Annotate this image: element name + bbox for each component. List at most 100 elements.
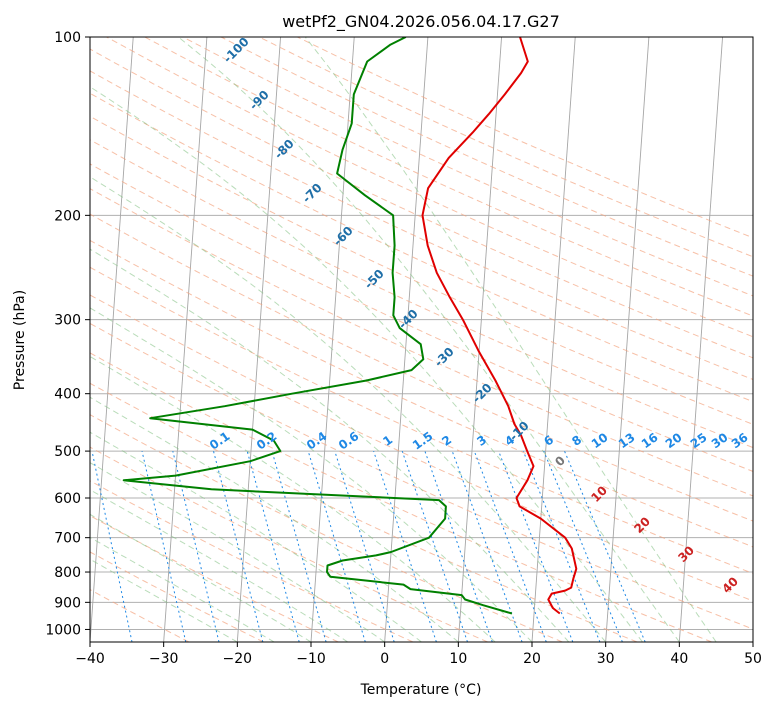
mixing-ratio-label: 6 xyxy=(541,433,556,449)
mixing-ratio-line xyxy=(498,450,574,642)
x-tick-label: 20 xyxy=(523,651,541,667)
moist-adiabat xyxy=(177,37,680,642)
plot-frame xyxy=(89,36,754,643)
isotherm-line xyxy=(605,37,650,642)
plot-clip-group xyxy=(90,37,753,642)
moist-adiabat xyxy=(90,536,275,642)
dry-adiabat xyxy=(90,70,753,381)
x-tick-label: 10 xyxy=(449,651,467,667)
isotherm-line xyxy=(384,37,429,642)
x-tick-label: −20 xyxy=(223,651,253,667)
dry-adiabat-label: -70 xyxy=(300,181,325,206)
isotherm-line xyxy=(531,37,576,642)
x-tick-label: 50 xyxy=(744,651,762,667)
moist-adiabat xyxy=(90,86,643,642)
y-tick-label: 300 xyxy=(54,313,81,329)
y-tick-label: 400 xyxy=(54,387,81,403)
isotherm-line xyxy=(457,37,503,642)
mixing-ratio-label: 3 xyxy=(474,433,489,449)
dry-adiabat xyxy=(90,163,753,472)
mixing-ratio-label: 2 xyxy=(439,433,454,449)
y-tick-label: 1000 xyxy=(45,622,81,638)
x-tick-label: 40 xyxy=(670,651,688,667)
mixing-ratio-label: 30 xyxy=(709,430,731,451)
dry-adiabat xyxy=(182,37,753,297)
moist-adiabat xyxy=(90,307,533,642)
axes: −40 −30 −20 −10 0 10 20 30 40 5010020030040050060… xyxy=(45,30,762,667)
moist-adiabat xyxy=(90,396,459,642)
mixing-ratio-line xyxy=(172,450,220,642)
isotherm-line xyxy=(236,37,282,642)
mixing-ratio-label: 1 xyxy=(380,433,395,449)
mixing-ratio-line xyxy=(271,450,327,642)
mixing-ratio-line xyxy=(424,450,493,642)
dry-adiabat-label: 40 xyxy=(719,574,741,596)
x-axis-title: Temperature (°C) xyxy=(360,682,482,698)
mixing-ratio-line xyxy=(543,450,623,642)
x-tick-label: −40 xyxy=(75,651,105,667)
isotherm-line xyxy=(678,37,724,642)
mixing-ratio-label: 36 xyxy=(729,430,751,451)
dry-adiabat xyxy=(90,139,753,449)
dry-adiabat xyxy=(106,37,753,338)
dry-adiabat xyxy=(90,92,753,403)
dry-adiabat-label: 10 xyxy=(588,483,610,505)
dry-adiabat-label: -20 xyxy=(470,381,495,406)
x-tick-label: 30 xyxy=(597,651,615,667)
moist-adiabat xyxy=(90,176,607,642)
chart-title: wetPf2_GN04.2026.056.04.17.G27 xyxy=(282,12,560,32)
mixing-ratio-label: 20 xyxy=(663,430,685,451)
mixing-ratio-line xyxy=(401,450,468,642)
y-tick-label: 700 xyxy=(54,531,81,547)
dry-adiabat xyxy=(90,266,753,575)
moist-adiabat xyxy=(90,489,349,642)
isotherm-line xyxy=(752,635,753,642)
dry-adiabat xyxy=(90,382,638,642)
mixing-ratio-line xyxy=(334,450,395,642)
moist-adiabat xyxy=(90,355,496,642)
dry-adiabat xyxy=(90,294,753,602)
y-tick-label: 500 xyxy=(54,444,81,460)
dewpoint-profile xyxy=(122,37,513,615)
mixing-ratio-line xyxy=(141,450,187,642)
x-tick-label: −10 xyxy=(296,651,326,667)
x-tick-label: 0 xyxy=(380,651,389,667)
y-tick-label: 900 xyxy=(54,595,81,611)
mixing-ratio-label: 1.5 xyxy=(410,429,435,453)
y-tick-label: 600 xyxy=(54,491,81,507)
dry-adiabat-label: 30 xyxy=(675,543,697,565)
y-tick-label: 100 xyxy=(54,30,81,46)
dry-adiabat xyxy=(144,37,753,317)
mixing-ratio-line xyxy=(213,450,264,642)
mixing-ratio-line xyxy=(522,450,601,642)
x-tick-label: −30 xyxy=(149,651,179,667)
y-tick-label: 800 xyxy=(54,565,81,581)
dry-adiabat-label: 20 xyxy=(631,514,653,536)
mixing-ratio-line xyxy=(564,450,646,642)
dry-adiabat xyxy=(90,115,753,425)
mixing-ratio-label: 0.1 xyxy=(207,429,232,453)
moist-adiabat xyxy=(90,558,238,642)
dry-adiabat xyxy=(90,213,753,522)
dry-adiabat xyxy=(90,48,753,359)
moist-adiabat xyxy=(304,37,717,642)
temperature-profile xyxy=(421,37,578,615)
dry-adiabat xyxy=(90,322,753,630)
mixing-ratio-label: 10 xyxy=(589,430,611,451)
y-tick-label: 200 xyxy=(54,208,81,224)
mixing-ratio-label: 0.6 xyxy=(336,429,361,453)
dry-adiabat xyxy=(90,551,264,642)
dry-adiabat xyxy=(90,239,753,548)
dry-adiabat-label: -30 xyxy=(432,345,457,370)
mixing-ratio-line xyxy=(473,450,547,642)
isotherm-line xyxy=(163,37,208,642)
dry-adiabat-label: -60 xyxy=(331,224,356,249)
mixing-ratio-label: 25 xyxy=(688,430,710,451)
dry-adiabat xyxy=(297,37,753,239)
dry-adiabat xyxy=(90,352,712,642)
dry-adiabat xyxy=(90,188,753,497)
dry-adiabat-label: -50 xyxy=(362,267,387,292)
y-axis-title: Pressure (hPa) xyxy=(12,290,28,390)
moist-adiabat xyxy=(90,248,570,642)
